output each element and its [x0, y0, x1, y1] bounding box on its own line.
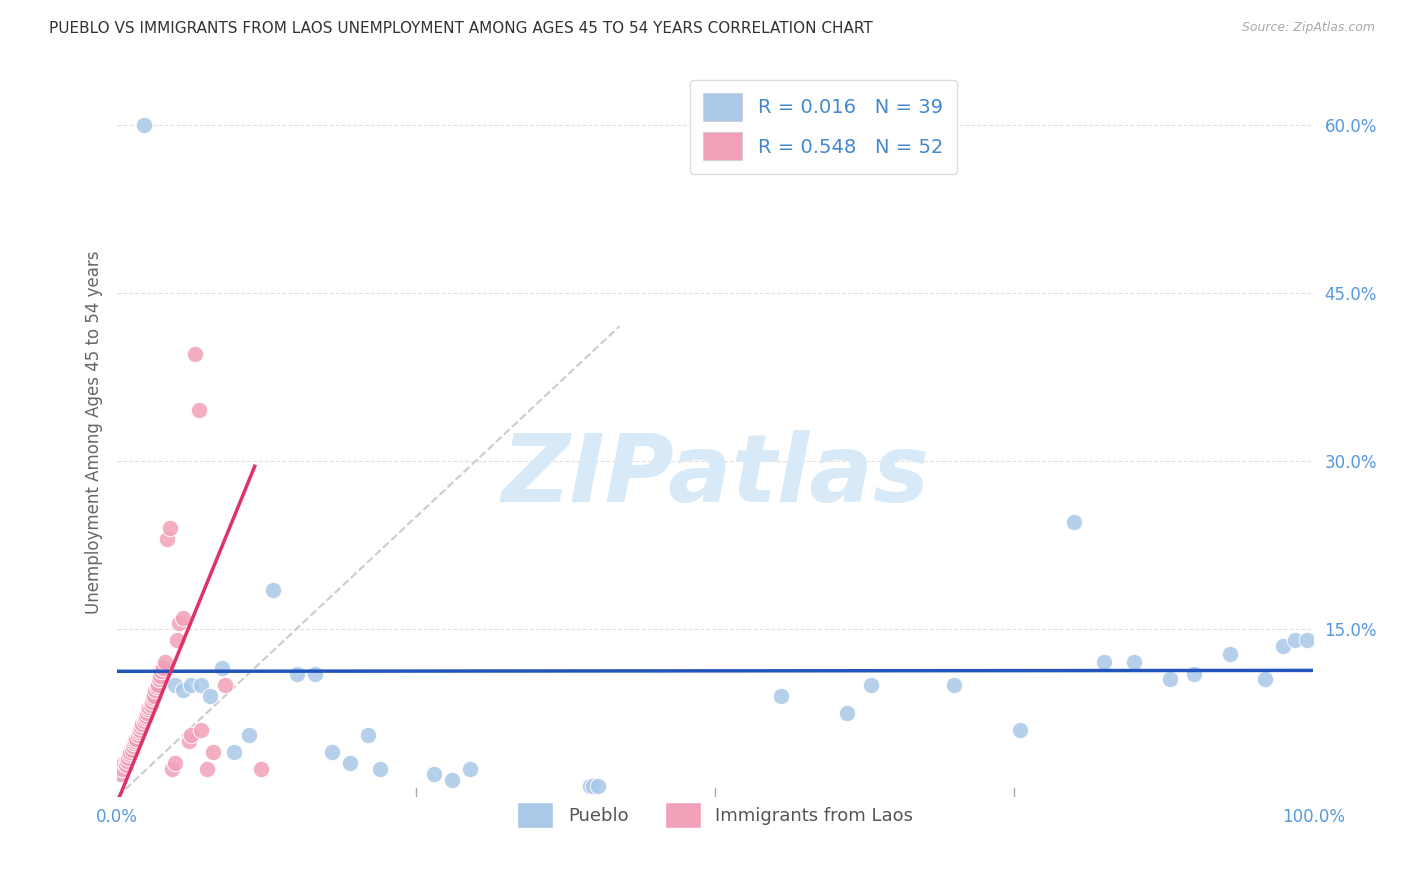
Point [201, 745, 224, 759]
Point [184, 347, 207, 361]
Point [172, 683, 194, 698]
Point [163, 756, 186, 771]
Point [357, 728, 380, 742]
Point [149, 669, 172, 683]
Point [115, 754, 138, 768]
Point [152, 661, 174, 675]
Y-axis label: Unemployment Among Ages 45 to 54 years: Unemployment Among Ages 45 to 54 years [86, 251, 103, 615]
Point [160, 762, 183, 776]
Point [835, 706, 858, 720]
Point [190, 678, 212, 692]
Text: Source: ZipAtlas.com: Source: ZipAtlas.com [1241, 21, 1375, 34]
Point [1182, 666, 1205, 681]
Point [195, 762, 218, 776]
Point [127, 728, 149, 742]
Text: PUEBLO VS IMMIGRANTS FROM LAOS UNEMPLOYMENT AMONG AGES 45 TO 54 YEARS CORRELATIO: PUEBLO VS IMMIGRANTS FROM LAOS UNEMPLOYM… [49, 21, 873, 36]
Point [128, 724, 150, 739]
Point [249, 762, 271, 776]
Point [153, 656, 176, 670]
Point [943, 678, 966, 692]
Point [122, 736, 145, 750]
Point [134, 711, 156, 725]
Point [200, 689, 222, 703]
Point [152, 661, 174, 675]
Point [177, 733, 200, 747]
Point [118, 747, 141, 762]
Point [108, 767, 131, 781]
Point [224, 745, 246, 759]
Point [132, 714, 155, 728]
Point [120, 745, 142, 759]
Point [136, 702, 159, 716]
Point [129, 723, 152, 737]
Point [135, 709, 157, 723]
Point [156, 532, 179, 546]
Point [770, 689, 793, 703]
Point [180, 728, 202, 742]
Point [339, 756, 361, 771]
Point [169, 616, 191, 631]
Point [131, 717, 153, 731]
Point [1272, 639, 1295, 653]
Point [1063, 516, 1085, 530]
Point [187, 403, 209, 417]
Point [180, 678, 202, 692]
Point [141, 694, 163, 708]
Point [582, 779, 605, 793]
Point [423, 767, 446, 781]
Point [114, 758, 136, 772]
Point [578, 779, 600, 793]
Point [1219, 648, 1241, 662]
Point [304, 666, 326, 681]
Point [124, 733, 146, 747]
Point [150, 665, 173, 679]
Point [1284, 632, 1306, 647]
Point [132, 118, 155, 132]
Text: ZIPatlas: ZIPatlas [501, 430, 929, 523]
Point [172, 610, 194, 624]
Point [142, 691, 165, 706]
Point [370, 762, 392, 776]
Point [143, 689, 166, 703]
Point [146, 678, 169, 692]
Point [136, 706, 159, 720]
Point [1159, 672, 1181, 686]
Point [262, 582, 284, 597]
Point [148, 672, 170, 686]
Point [121, 743, 143, 757]
Point [145, 683, 167, 698]
Point [1010, 723, 1032, 737]
Point [238, 728, 260, 742]
Point [214, 678, 236, 692]
Point [121, 739, 143, 754]
Point [159, 521, 181, 535]
Point [458, 762, 481, 776]
Point [441, 772, 464, 787]
Point [125, 731, 148, 746]
Point [211, 661, 233, 675]
Point [1092, 656, 1115, 670]
Point [111, 762, 134, 776]
Point [138, 700, 160, 714]
Point [704, 470, 727, 484]
Point [321, 745, 343, 759]
Point [166, 632, 188, 647]
Point [163, 678, 186, 692]
Point [129, 720, 152, 734]
Point [117, 750, 139, 764]
Point [1122, 656, 1144, 670]
Point [145, 680, 167, 694]
Point [1254, 672, 1277, 686]
Point [112, 756, 135, 771]
Point [859, 678, 882, 692]
Point [285, 666, 308, 681]
Point [190, 723, 212, 737]
Point [139, 698, 162, 712]
Legend: Pueblo, Immigrants from Laos: Pueblo, Immigrants from Laos [510, 795, 921, 835]
Point [1296, 632, 1319, 647]
Point [586, 779, 609, 793]
